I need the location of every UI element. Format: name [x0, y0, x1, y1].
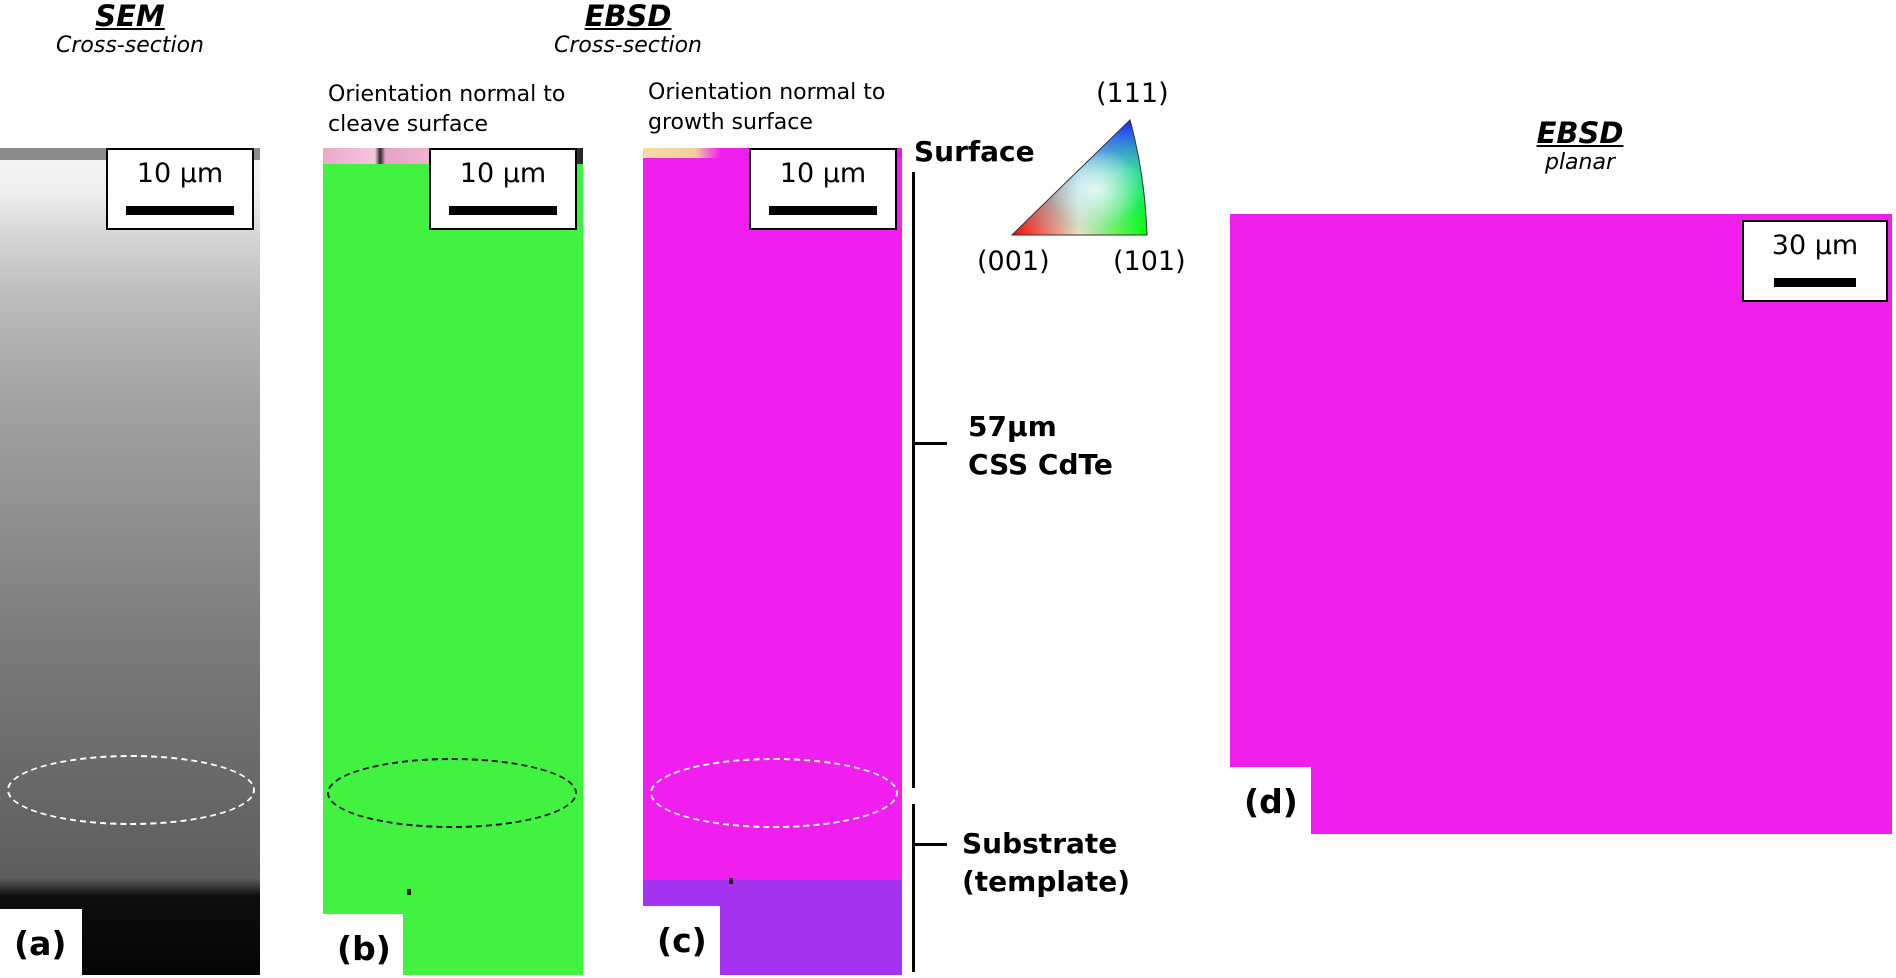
interface-ellipse-a	[7, 755, 255, 825]
scalebar-a-bar	[126, 206, 234, 215]
panel-label-c: (c)	[643, 906, 720, 975]
scalebar-c-bar	[769, 206, 877, 215]
caption-c-line2: growth surface	[648, 110, 813, 135]
caption-b: Orientation normal to cleave surface	[328, 80, 628, 140]
sem-header: SEM Cross-section	[50, 0, 210, 59]
ebsd-planar-subtitle: planar	[1544, 150, 1616, 176]
scalebar-a: 10 µm	[106, 148, 254, 230]
ebsd-cross-title: EBSD	[584, 0, 672, 33]
caption-c-line1: Orientation normal to	[648, 80, 886, 105]
surface-label: Surface	[914, 135, 1035, 168]
panel-label-b-text: (b)	[337, 929, 391, 968]
panel-label-d: (d)	[1230, 767, 1311, 834]
film-bracket-tick	[912, 442, 947, 445]
caption-b-line1: Orientation normal to	[328, 82, 566, 107]
film-annotation: 57µm CSS CdTe	[968, 408, 1113, 484]
substrate-line2: (template)	[962, 865, 1131, 898]
panel-label-a-text: (a)	[14, 924, 67, 963]
scalebar-c: 10 µm	[749, 148, 897, 230]
substrate-line1: Substrate	[962, 827, 1118, 860]
film-material: CSS CdTe	[968, 448, 1113, 481]
substrate-annotation: Substrate (template)	[962, 825, 1130, 901]
defect-speck-b	[407, 889, 411, 895]
substrate-bracket-tick	[912, 843, 947, 846]
scalebar-d: 30 µm	[1742, 220, 1888, 302]
ipf-label-101: (101)	[1113, 246, 1186, 277]
substrate-bracket-line	[912, 804, 915, 972]
panel-label-b: (b)	[323, 914, 403, 975]
ebsd-planar-map: 30 µm (d)	[1230, 214, 1892, 834]
sem-title: SEM	[95, 0, 165, 33]
interface-ellipse-c	[650, 758, 898, 828]
film-thickness: 57µm	[968, 410, 1057, 443]
scalebar-d-bar	[1774, 278, 1856, 287]
scalebar-d-label: 30 µm	[1771, 230, 1859, 261]
ebsd-cross-header: EBSD Cross-section	[528, 0, 728, 59]
ipf-triangle-key	[1010, 119, 1148, 236]
scalebar-a-label: 10 µm	[136, 158, 224, 189]
ipf-label-111: (111)	[1096, 78, 1169, 109]
ebsd-cross-subtitle: Cross-section	[554, 33, 702, 59]
scalebar-c-label: 10 µm	[779, 158, 867, 189]
scalebar-b-label: 10 µm	[459, 158, 547, 189]
ebsd-growth-map: 10 µm (c)	[643, 148, 902, 975]
film-bracket-line	[912, 172, 915, 788]
sem-subtitle: Cross-section	[56, 33, 204, 59]
caption-c: Orientation normal to growth surface	[648, 78, 948, 138]
ebsd-planar-title: EBSD	[1536, 116, 1624, 150]
defect-speck-c	[729, 878, 733, 884]
caption-b-line2: cleave surface	[328, 112, 489, 137]
scalebar-b: 10 µm	[429, 148, 577, 230]
interface-ellipse-b	[327, 758, 577, 828]
panel-label-a: (a)	[0, 909, 82, 975]
panel-label-d-text: (d)	[1244, 782, 1298, 821]
scalebar-b-bar	[449, 206, 557, 215]
ebsd-cleave-map: 10 µm (b)	[323, 148, 583, 975]
panel-label-c-text: (c)	[657, 921, 707, 960]
sem-image: 10 µm (a)	[0, 148, 260, 975]
ipf-label-001: (001)	[977, 246, 1050, 277]
ebsd-planar-header: EBSD planar	[1500, 116, 1660, 176]
